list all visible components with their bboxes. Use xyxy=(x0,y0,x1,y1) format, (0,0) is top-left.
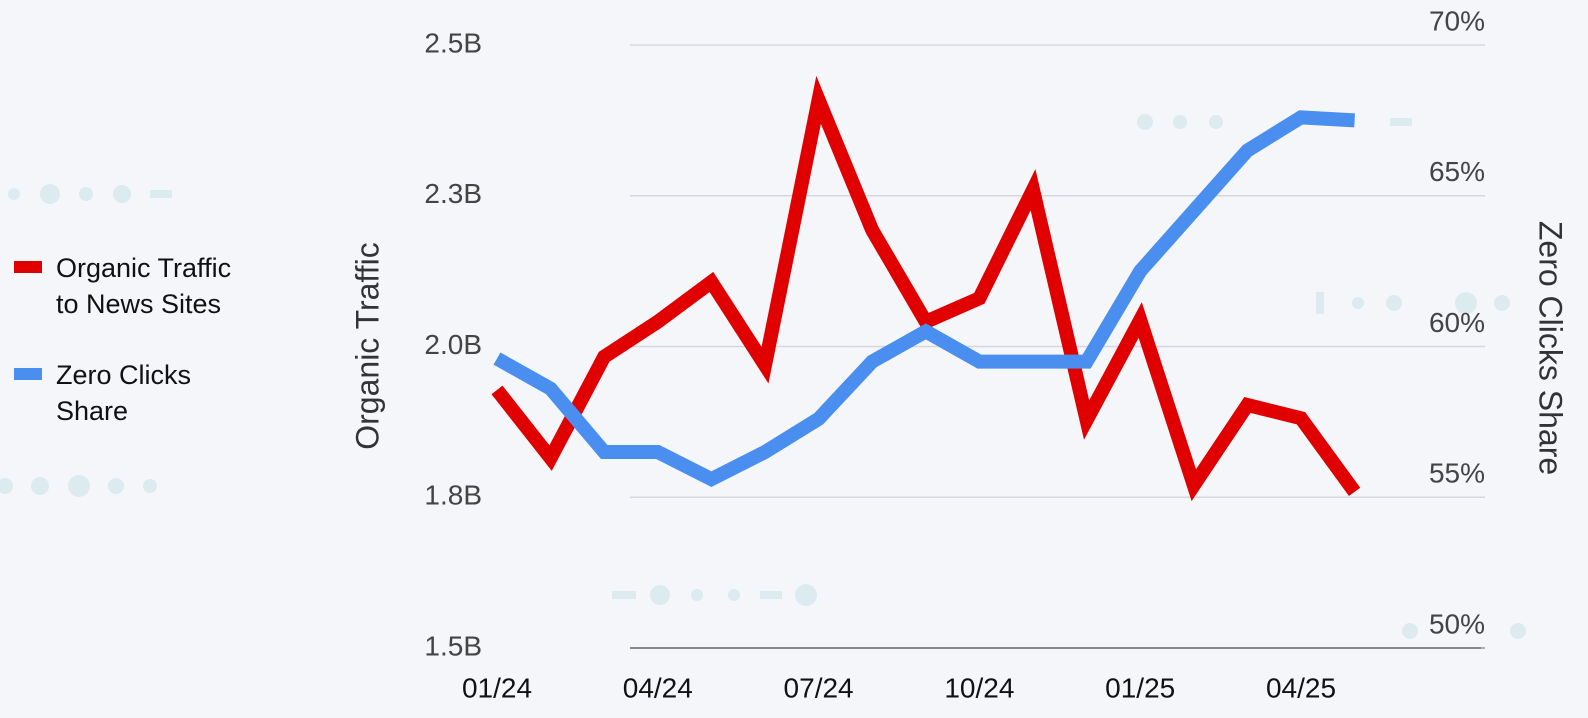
x-tick-label: 10/24 xyxy=(944,672,1014,703)
y2-tick-label: 50% xyxy=(1429,608,1485,639)
y2-tick-label: 60% xyxy=(1429,307,1485,338)
legend-item: Zero Clicks Share xyxy=(14,357,256,429)
legend-swatch xyxy=(14,368,42,380)
y-tick-label: 2.3B xyxy=(424,178,482,209)
y2-tick-label: 65% xyxy=(1429,156,1485,187)
x-tick-label: 01/24 xyxy=(462,672,532,703)
y-tick-label: 2.0B xyxy=(424,329,482,360)
x-tick-label: 04/24 xyxy=(623,672,693,703)
legend-item: Organic Traffic to News Sites xyxy=(14,250,256,322)
decoration xyxy=(0,114,1526,639)
y-axis-title: Organic Traffic xyxy=(349,242,385,449)
y-tick-label: 2.5B xyxy=(424,27,482,58)
y-tick-label: 1.8B xyxy=(424,480,482,511)
x-tick-label: 04/25 xyxy=(1266,672,1336,703)
legend-label: Organic Traffic to News Sites xyxy=(56,253,232,319)
x-tick-label: 01/25 xyxy=(1105,672,1175,703)
series-line xyxy=(493,110,1355,488)
legend-label: Zero Clicks Share xyxy=(56,360,192,426)
y-tick-label: 1.5B xyxy=(424,630,482,661)
y2-tick-label: 55% xyxy=(1429,458,1485,489)
series-line xyxy=(491,75,1361,502)
y2-tick-label: 70% xyxy=(1429,5,1485,36)
x-tick-label: 07/24 xyxy=(784,672,854,703)
y2-axis-title: Zero Clicks Share xyxy=(1533,221,1569,475)
legend-swatch xyxy=(14,261,42,273)
